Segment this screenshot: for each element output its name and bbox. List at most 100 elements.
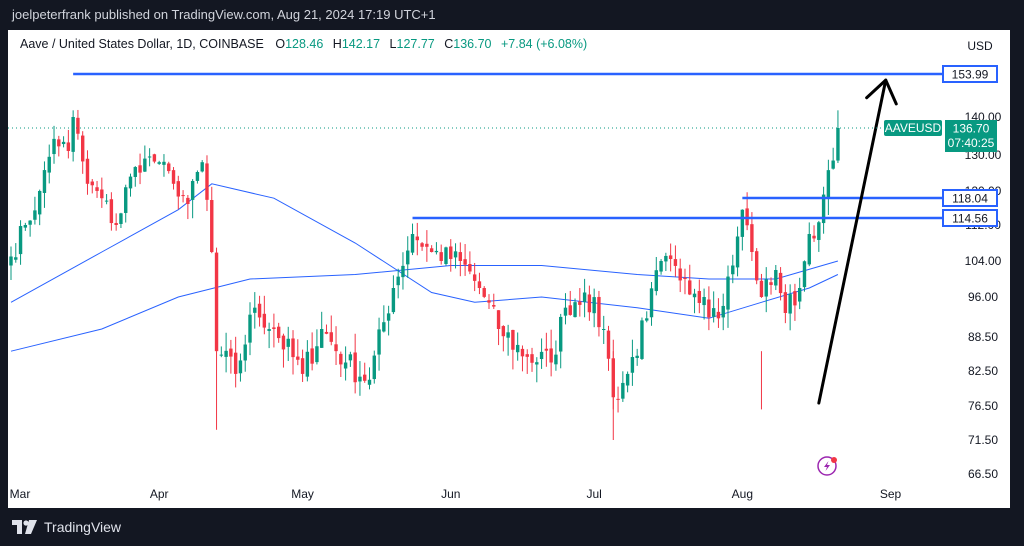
candle-body [807, 234, 811, 265]
candle-body [276, 326, 281, 339]
price-axis[interactable]: 140.00130.00120.00112.00104.0096.0088.50… [965, 110, 1002, 481]
candle-body [95, 187, 99, 191]
trend-arrow-shaft[interactable] [817, 78, 888, 405]
candle-body [616, 398, 620, 400]
candle [81, 131, 85, 174]
chart-area[interactable]: Aave / United States Dollar, 1D, COINBAS… [8, 30, 1010, 508]
candle-body [100, 189, 104, 199]
tradingview-brand: TradingView [44, 519, 122, 535]
candle [272, 313, 276, 348]
candle-body [836, 128, 840, 161]
candle [162, 154, 166, 177]
trend-arrow[interactable] [817, 78, 898, 405]
candle-body [821, 194, 826, 224]
candle [315, 329, 319, 365]
candle [329, 315, 333, 346]
tradingview-logo[interactable]: TradingView [12, 518, 121, 536]
time-axis[interactable]: Mar Apr May Jun Jul Aug Sep [10, 487, 902, 501]
candle [391, 275, 396, 315]
candle [544, 332, 549, 367]
candle [769, 277, 773, 295]
candle [18, 220, 23, 265]
candle-body [449, 246, 453, 259]
candle [716, 298, 721, 328]
candle [66, 129, 71, 159]
candle-body [578, 301, 582, 305]
currency-label[interactable]: USD [967, 39, 993, 53]
candle [28, 220, 32, 237]
trend-arrow-head[interactable] [865, 78, 898, 106]
candle [406, 236, 410, 278]
candle [167, 161, 171, 174]
candle [358, 361, 362, 396]
candle-body [721, 305, 725, 318]
price-chart[interactable]: Aave / United States Dollar, 1D, COINBAS… [8, 30, 1010, 508]
candle [573, 298, 577, 318]
candle [754, 248, 759, 285]
candle-body [487, 300, 491, 303]
x-tick-label: May [291, 487, 314, 501]
candle [683, 268, 687, 295]
candle-body [300, 358, 305, 374]
candle-body [157, 162, 161, 164]
candle [506, 324, 510, 356]
candle [535, 357, 539, 383]
candle-body [334, 344, 338, 352]
candle [511, 329, 515, 370]
candle [363, 362, 367, 383]
candle [305, 340, 310, 382]
candle [817, 220, 821, 252]
candle-body [716, 311, 721, 319]
y-tick-label: 88.50 [968, 330, 998, 344]
lightning-icon[interactable] [817, 456, 837, 476]
candle [224, 332, 228, 373]
candle [812, 225, 816, 242]
candle-body [415, 236, 419, 241]
candle [602, 315, 606, 344]
candle-body [267, 329, 271, 331]
candle-body [439, 252, 443, 262]
candle [587, 285, 592, 321]
candle-body [559, 316, 563, 352]
candle-body [563, 307, 568, 316]
candle-body [549, 348, 553, 363]
candle-body [544, 348, 549, 351]
candle-body [90, 181, 94, 186]
candle [434, 242, 439, 255]
candle [186, 195, 190, 220]
candle [420, 241, 424, 251]
ma-fast-line [10, 183, 839, 319]
candle-body [429, 248, 434, 252]
candle [229, 339, 233, 374]
candle [559, 313, 563, 369]
candle [300, 349, 305, 382]
candle [654, 256, 658, 296]
candle [774, 265, 778, 291]
candle [549, 329, 553, 377]
candle [429, 245, 434, 253]
candle [401, 252, 405, 290]
candle-body [778, 272, 783, 294]
candle [95, 180, 99, 198]
x-tick-label: Jun [441, 487, 460, 501]
candle-body [324, 331, 329, 334]
candle [23, 222, 28, 231]
candle-body [243, 344, 247, 361]
candle-body [128, 176, 133, 189]
candle [539, 338, 544, 369]
candle-body [66, 142, 71, 151]
candle [57, 135, 61, 157]
candle-body [530, 354, 534, 363]
candle-body [453, 251, 458, 258]
horizontal-levels[interactable] [73, 72, 943, 220]
candle [248, 302, 252, 356]
candle [257, 295, 262, 327]
candle-body [621, 382, 625, 399]
candle-body [109, 199, 114, 224]
candle [721, 293, 725, 331]
candle-body [468, 264, 472, 272]
candle [530, 347, 534, 372]
candle-body [568, 305, 572, 315]
candle-body [664, 255, 668, 262]
candle-body [735, 236, 740, 268]
